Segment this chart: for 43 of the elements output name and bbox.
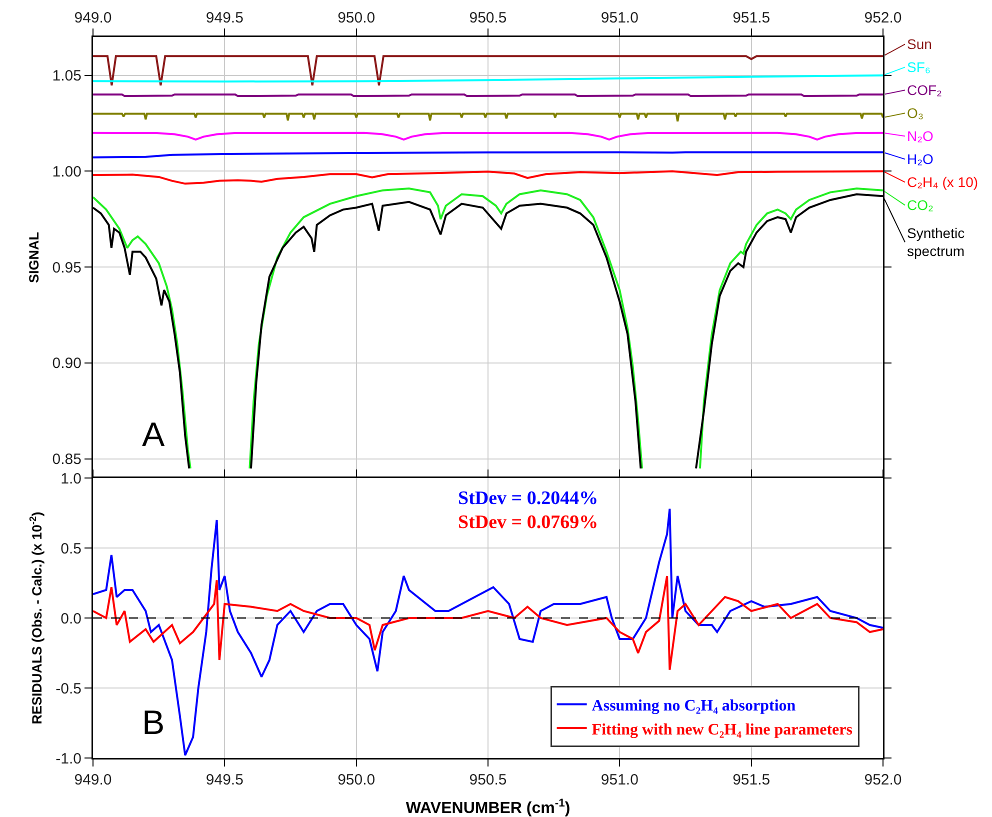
x2-tick-label: 950.5 <box>469 10 507 26</box>
y-tick-label: 0.85 <box>52 451 82 468</box>
x2-tick-label: 949.5 <box>206 10 244 26</box>
line-series <box>93 508 883 756</box>
x-tick-label: 950.0 <box>338 772 376 788</box>
y-axis-title: SIGNAL <box>26 232 42 284</box>
y-tick-label: -1.0 <box>56 750 82 768</box>
legend-label: Assuming no C₂H₄ absorption <box>592 697 796 714</box>
line-series <box>93 575 883 671</box>
y-tick-label: 1.00 <box>52 163 82 180</box>
x2-tick-label: 951.5 <box>732 10 770 26</box>
y-tick-label: 0.95 <box>52 259 82 276</box>
y-tick-label: 0.0 <box>60 610 82 628</box>
y-tick-label: 0.5 <box>60 540 82 558</box>
x-tick-label: 949.0 <box>74 772 112 788</box>
legend-label: COF₂ <box>907 82 942 98</box>
x2-tick-label: 951.0 <box>600 10 638 26</box>
x2-tick-label: 949.0 <box>74 10 112 26</box>
legend-label: N₂O <box>907 128 934 144</box>
x2-tick-label: 950.0 <box>338 10 376 26</box>
annotation: B <box>142 704 165 742</box>
y-tick-label: 0.90 <box>52 355 82 372</box>
legend-label: O₃ <box>907 105 924 121</box>
legend-label: SF₆ <box>907 59 931 75</box>
x-tick-label: 951.0 <box>600 772 638 788</box>
legend-label: Sun <box>907 36 932 52</box>
legend-label: Fitting with new C₂H₄ line parameters <box>592 721 852 738</box>
x-axis-title: WAVENUMBER (cm$^{-1}$) <box>406 797 570 817</box>
x-tick-label: 952.0 <box>864 772 902 788</box>
x-tick-label: 951.5 <box>732 772 770 788</box>
y-tick-label: -0.5 <box>56 680 82 698</box>
x-tick-label: 950.5 <box>469 772 507 788</box>
legend-label: C₂H₄ (x 10) <box>907 174 978 190</box>
y-tick-label: 1.0 <box>60 470 82 488</box>
annotation: StDev = 0.2044% <box>458 488 598 509</box>
legend-label: H₂O <box>907 151 934 167</box>
annotation: StDev = 0.0769% <box>458 512 598 533</box>
x-tick-label: 949.5 <box>206 772 244 788</box>
annotation: A <box>142 416 165 454</box>
text: Synthetic spectrum <box>907 225 965 260</box>
legend-label: CO₂ <box>907 197 934 213</box>
x2-tick-label: 952.0 <box>864 10 902 26</box>
y-tick-label: 1.05 <box>52 68 82 85</box>
